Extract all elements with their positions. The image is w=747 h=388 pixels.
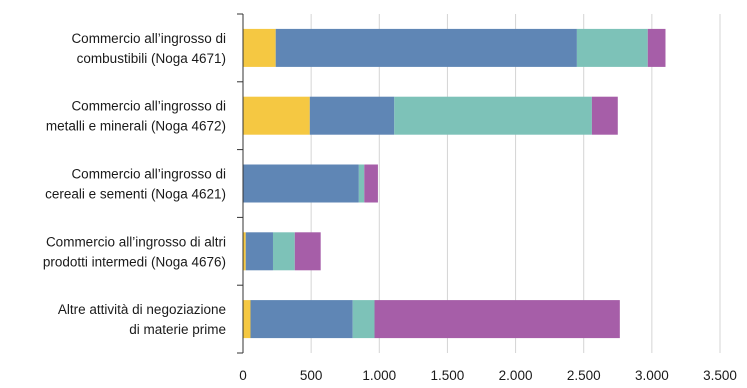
bar-segment [576,28,648,67]
category-label-line: Altre attività di negoziazione [58,302,226,317]
bar-segment [243,232,246,271]
bar-segment [647,28,666,67]
bar-segment [250,300,353,339]
x-tick-label: 3.500 [703,368,737,383]
bar-segment [243,300,251,339]
bar-segment [275,28,577,67]
bar-segment [374,300,620,339]
bar-segment [243,164,359,203]
category-label-line: di materie prime [129,322,226,337]
category-label: Altre attività di negoziazione di materie… [58,302,226,337]
x-tick-label: 1.500 [431,368,465,383]
bar-segment [309,96,395,135]
x-tick-label: 3.000 [635,368,669,383]
category-label-line: Commercio all’ingrosso di altri [46,234,226,249]
bars [243,28,666,339]
category-label-line: Commercio all’ingrosso di [71,167,226,182]
category-label-line: Commercio all’ingrosso di [71,99,226,114]
category-label-line: prodotti intermedi (Noga 4676) [43,254,226,269]
bar-segment [243,28,276,67]
category-label: Commercio all’ingrosso di cereali e semen… [45,167,226,202]
category-label: Commercio all’ingrosso di metalli e miner… [46,99,226,134]
bar-segment [358,164,365,203]
category-label-line: Commercio all’ingrosso di [71,31,226,46]
x-tick-label: 1.000 [362,368,396,383]
bar-segment [245,232,273,271]
bar-segment [591,96,618,135]
bar-segment [294,232,321,271]
category-label-line: combustibili (Noga 4671) [77,51,226,66]
x-tick-label: 2.500 [567,368,601,383]
x-tick-label: 500 [300,368,323,383]
bar-segment [352,300,375,339]
category-label-line: cereali e sementi (Noga 4621) [45,187,226,202]
x-tick-label: 0 [239,368,247,383]
axes [237,13,244,354]
category-label: Commercio all’ingrosso di combustibili (N… [71,31,226,66]
gridlines [310,14,721,353]
bar-segment [394,96,592,135]
bar-segment [272,232,295,271]
x-tick-label: 2.000 [499,368,533,383]
category-labels: Commercio all’ingrosso di combustibili (N… [43,31,226,337]
category-label-line: metalli e minerali (Noga 4672) [46,119,226,134]
bar-segment [364,164,378,203]
bar-segment [243,96,310,135]
x-tick-labels: 0 500 1.000 1.500 2.000 2.500 3.000 3.500 [239,368,737,383]
category-label: Commercio all’ingrosso di altri prodotti … [43,234,226,269]
